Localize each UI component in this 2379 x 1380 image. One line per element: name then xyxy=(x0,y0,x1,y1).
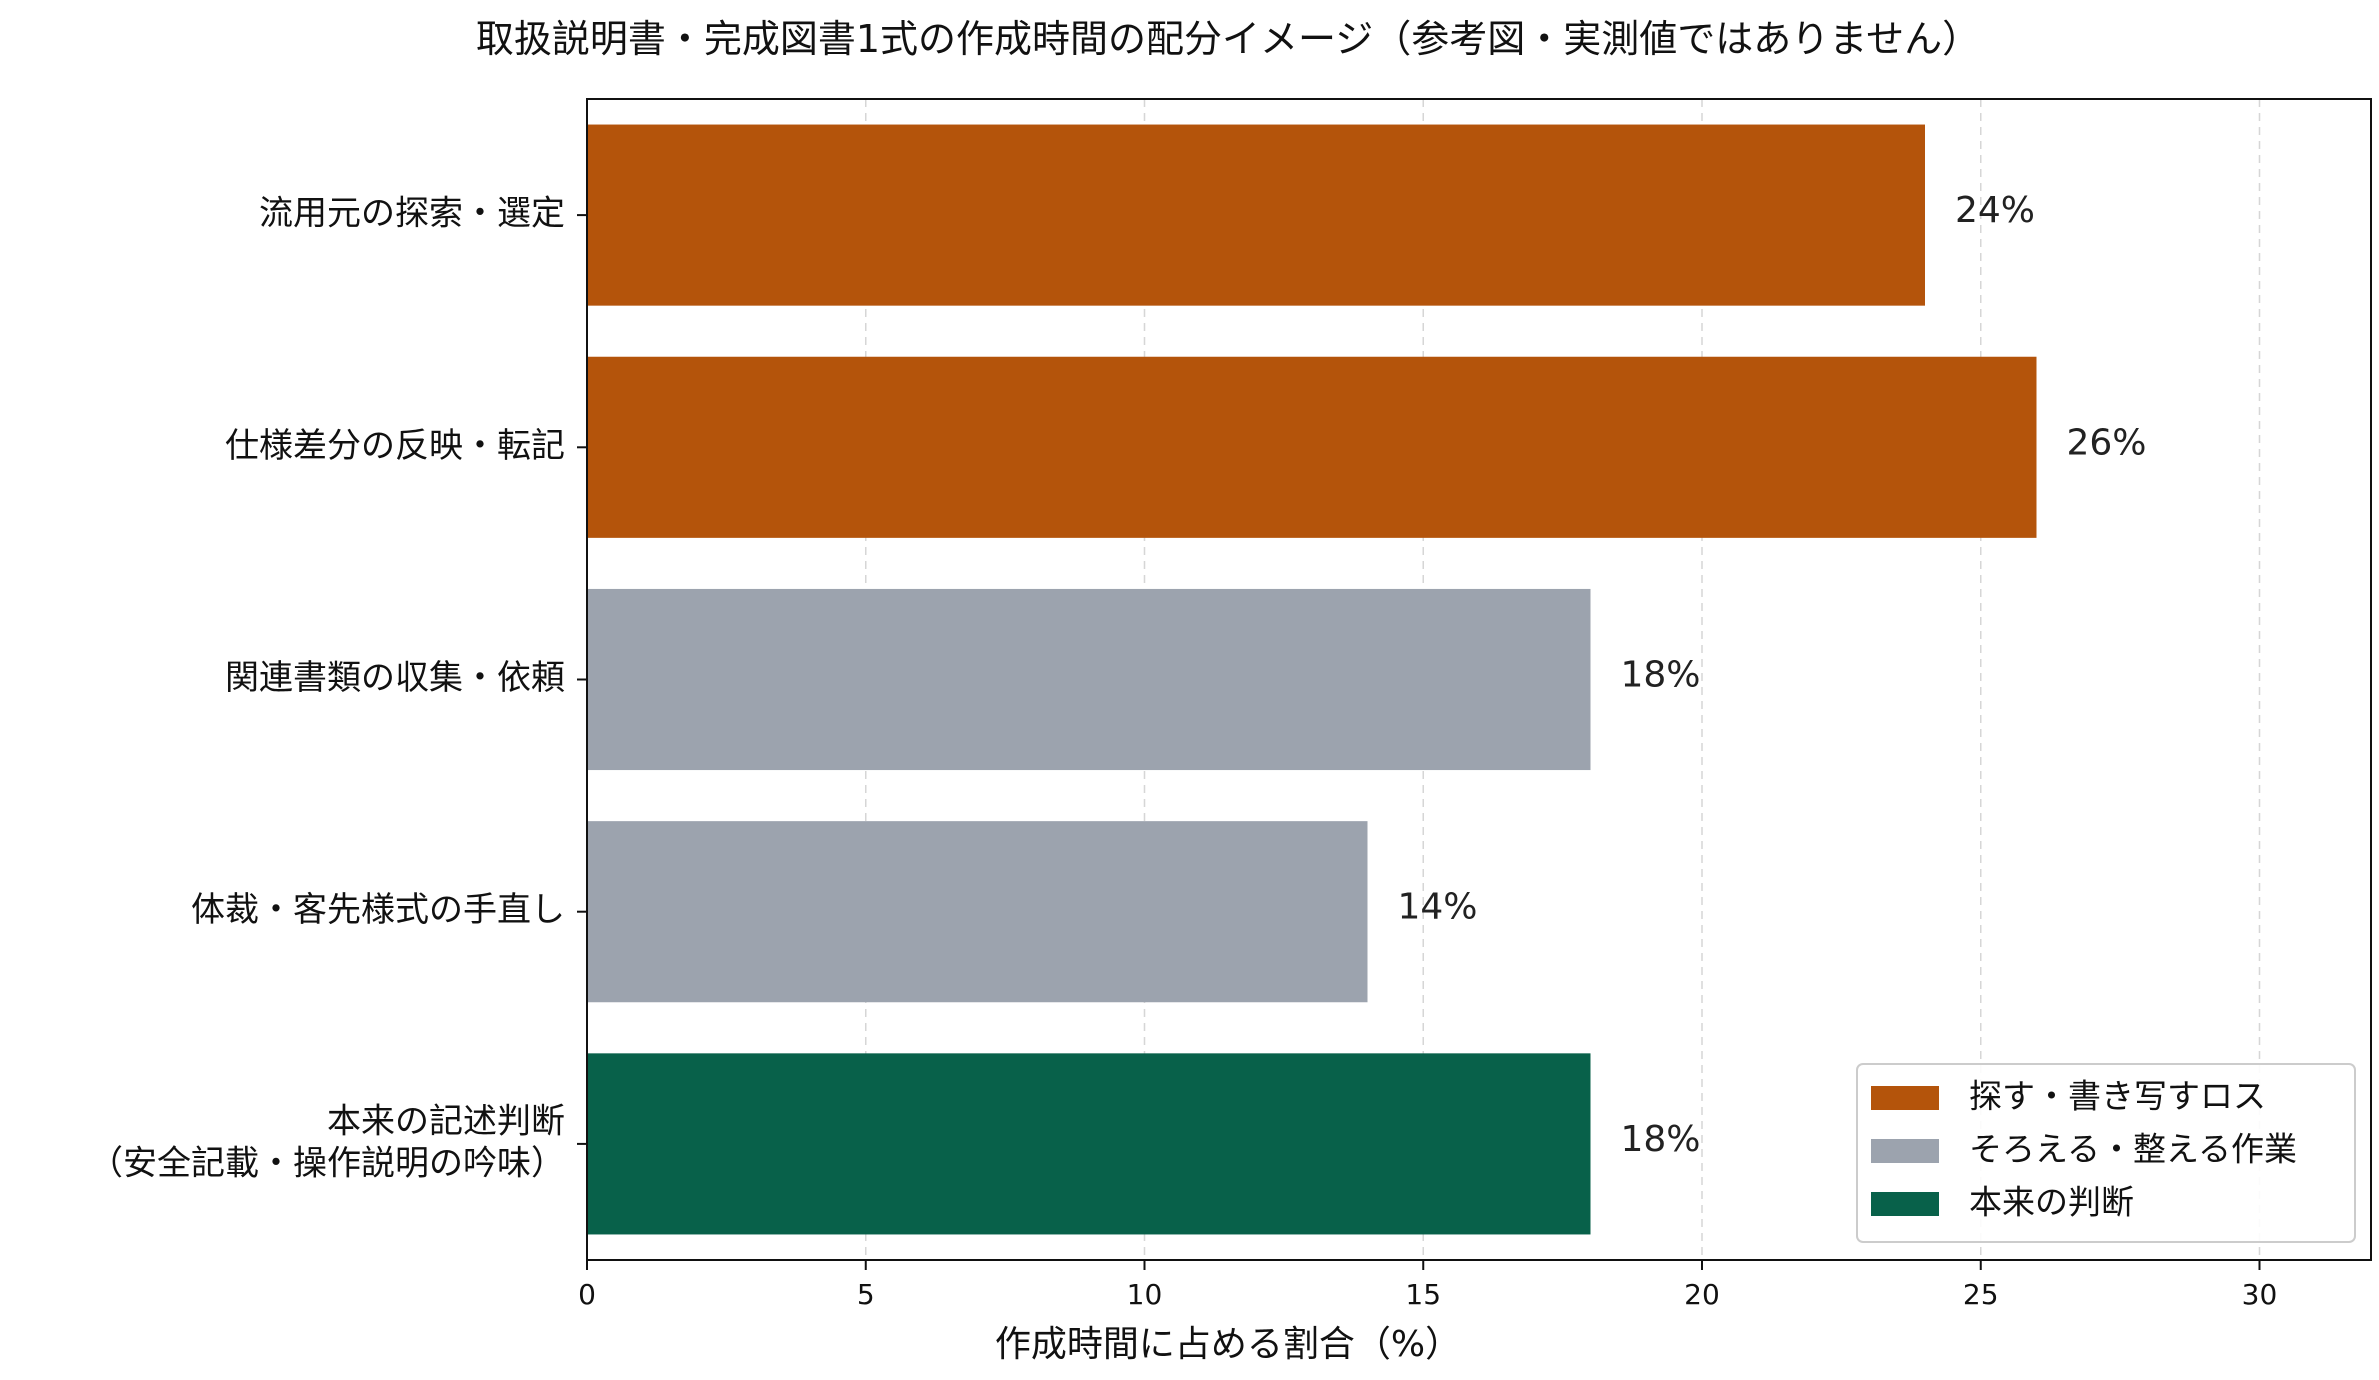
bar xyxy=(587,356,2037,538)
x-tick-label: 20 xyxy=(1684,1278,1720,1311)
legend-swatch xyxy=(1871,1139,1939,1163)
x-ticks: 0 5 10 15 20 25 30 xyxy=(578,1260,2277,1311)
x-tick-label: 0 xyxy=(578,1278,596,1311)
bar xyxy=(587,821,1368,1003)
y-tick-label: 関連書類の収集・依頼 xyxy=(225,658,565,698)
y-tick-label: 本来の記述判断 xyxy=(327,1101,565,1141)
legend-label: 本来の判断 xyxy=(1969,1183,2134,1222)
x-tick-label: 30 xyxy=(2242,1278,2278,1311)
value-labels: 24% 26% 18% 14% 18% xyxy=(1398,190,2147,1160)
legend-label: 探す・書き写すロス xyxy=(1969,1077,2266,1116)
x-axis-label: 作成時間に占める割合（%） xyxy=(995,1324,1461,1365)
legend-label: そろえる・整える作業 xyxy=(1969,1130,2297,1169)
x-tick-label: 5 xyxy=(857,1278,875,1311)
bar-value-label: 26% xyxy=(2067,422,2147,463)
x-tick-label: 10 xyxy=(1127,1278,1163,1311)
bar-value-label: 18% xyxy=(1621,655,1701,696)
x-tick-label: 25 xyxy=(1963,1278,1999,1311)
bar xyxy=(587,588,1591,771)
bar xyxy=(587,124,1925,306)
chart-title: 取扱説明書・完成図書1式の作成時間の配分イメージ（参考図・実測値ではありません） xyxy=(476,17,1980,61)
legend-swatch xyxy=(1871,1192,1939,1216)
bars xyxy=(587,124,2037,1235)
y-tick-label: 仕様差分の反映・転記 xyxy=(225,426,565,466)
bar-value-label: 18% xyxy=(1621,1119,1701,1160)
bar-value-label: 24% xyxy=(1955,190,2035,231)
legend-box xyxy=(1856,1063,2356,1243)
y-tick-label: （安全記載・操作説明の吟味） xyxy=(89,1143,565,1183)
bar-value-label: 14% xyxy=(1398,887,1478,928)
y-tick-labels: 流用元の探索・選定仕様差分の反映・転記関連書類の収集・依頼体裁・客先様式の手直し… xyxy=(89,194,587,1183)
x-tick-label: 15 xyxy=(1405,1278,1441,1311)
y-tick-label: 体裁・客先様式の手直し xyxy=(191,890,565,930)
legend-swatch xyxy=(1871,1086,1939,1110)
plot-frame xyxy=(586,98,2372,1261)
bar xyxy=(587,1053,1591,1235)
y-tick-label: 流用元の探索・選定 xyxy=(259,194,565,234)
